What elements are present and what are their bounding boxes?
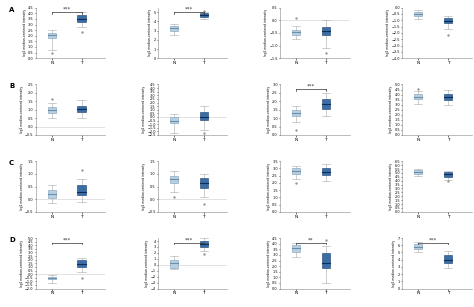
Y-axis label: log2 median-centered intensity: log2 median-centered intensity bbox=[386, 10, 390, 56]
Bar bbox=[48, 33, 56, 38]
Y-axis label: log2 median-centered intensity: log2 median-centered intensity bbox=[389, 163, 393, 210]
Bar bbox=[170, 260, 178, 268]
Bar bbox=[322, 168, 330, 175]
Bar bbox=[170, 117, 178, 123]
Text: ***: *** bbox=[429, 237, 437, 242]
Text: D: D bbox=[9, 237, 15, 243]
Bar bbox=[414, 244, 422, 249]
Bar bbox=[414, 94, 422, 99]
Y-axis label: log2 median-centered intensity: log2 median-centered intensity bbox=[23, 10, 27, 56]
Bar bbox=[444, 255, 452, 263]
Text: C: C bbox=[9, 160, 14, 166]
Text: ***: *** bbox=[185, 7, 193, 12]
Text: ***: *** bbox=[307, 84, 315, 88]
Bar bbox=[292, 30, 300, 35]
Bar bbox=[170, 176, 178, 183]
Bar bbox=[77, 106, 86, 112]
Text: ***: *** bbox=[63, 237, 71, 242]
Y-axis label: log2 median-centered intensity: log2 median-centered intensity bbox=[142, 163, 146, 210]
Bar bbox=[200, 111, 208, 120]
Bar bbox=[200, 14, 208, 17]
Bar bbox=[444, 172, 452, 177]
Bar bbox=[77, 185, 86, 195]
Y-axis label: log2 median-centered intensity: log2 median-centered intensity bbox=[264, 10, 268, 56]
Bar bbox=[322, 27, 330, 35]
Text: ***: *** bbox=[63, 7, 71, 12]
Bar bbox=[322, 99, 330, 109]
Y-axis label: log2 median-centered intensity: log2 median-centered intensity bbox=[389, 86, 393, 133]
Y-axis label: log2 median-centered intensity: log2 median-centered intensity bbox=[267, 163, 271, 210]
Bar bbox=[48, 107, 56, 113]
Bar bbox=[444, 18, 452, 23]
Bar bbox=[48, 190, 56, 198]
Bar bbox=[414, 13, 422, 16]
Y-axis label: log2 median-centered intensity: log2 median-centered intensity bbox=[20, 240, 24, 287]
Bar bbox=[48, 277, 56, 279]
Text: B: B bbox=[9, 84, 14, 89]
Y-axis label: log2 median-centered intensity: log2 median-centered intensity bbox=[267, 240, 271, 287]
Bar bbox=[200, 241, 208, 247]
Bar bbox=[170, 25, 178, 31]
Bar bbox=[200, 178, 208, 188]
Y-axis label: log2 median-centered intensity: log2 median-centered intensity bbox=[392, 240, 396, 287]
Y-axis label: log2 median-centered intensity: log2 median-centered intensity bbox=[148, 10, 152, 56]
Text: ***: *** bbox=[185, 237, 193, 242]
Y-axis label: log2 median-centered intensity: log2 median-centered intensity bbox=[20, 163, 24, 210]
Text: A: A bbox=[9, 7, 14, 13]
Y-axis label: log2 median-centered intensity: log2 median-centered intensity bbox=[267, 86, 271, 133]
Bar bbox=[77, 260, 86, 267]
Y-axis label: log2 median-centered intensity: log2 median-centered intensity bbox=[142, 86, 146, 133]
Bar bbox=[414, 170, 422, 174]
Bar bbox=[322, 253, 330, 268]
Y-axis label: log2 median-centered intensity: log2 median-centered intensity bbox=[145, 240, 149, 287]
Bar bbox=[292, 110, 300, 116]
Bar bbox=[77, 15, 86, 22]
Text: **: ** bbox=[308, 237, 314, 242]
Bar bbox=[292, 168, 300, 174]
Bar bbox=[444, 94, 452, 100]
Bar bbox=[292, 245, 300, 251]
Y-axis label: log2 median-centered intensity: log2 median-centered intensity bbox=[20, 86, 24, 133]
